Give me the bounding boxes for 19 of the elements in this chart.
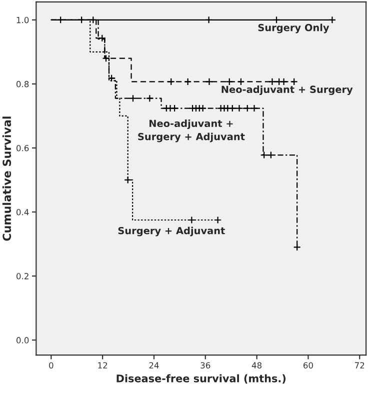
y-tick-label: 0.4 [16,208,29,216]
x-tick-label: 12 [98,362,108,368]
series-label: Surgery + Adjuvant [118,226,225,236]
x-tick-label: 24 [149,362,159,368]
x-tick-label: 60 [303,362,313,368]
series-label: Surgery Only [258,24,330,34]
y-tick-label: 0.0 [16,337,29,344]
x-tick-label: 48 [252,362,262,368]
y-tick-label: 1.0 [16,16,29,24]
y-axis-title: Cumulative Survival [2,116,12,241]
x-axis-title: Disease-free survival (mths.) [116,374,286,384]
series-label: Neo-adjuvant + Surgery [222,86,353,95]
x-tick-label: 36 [200,362,210,368]
x-tick-label: 72 [355,362,364,368]
series-label: Neo-adjuvant + Surgery + Adjuvant [138,120,245,142]
y-tick-label: 0.6 [16,144,29,152]
y-tick-label: 0.2 [16,273,28,280]
y-tick-label: 0.8 [16,80,29,88]
x-tick-label: 0 [49,362,54,368]
